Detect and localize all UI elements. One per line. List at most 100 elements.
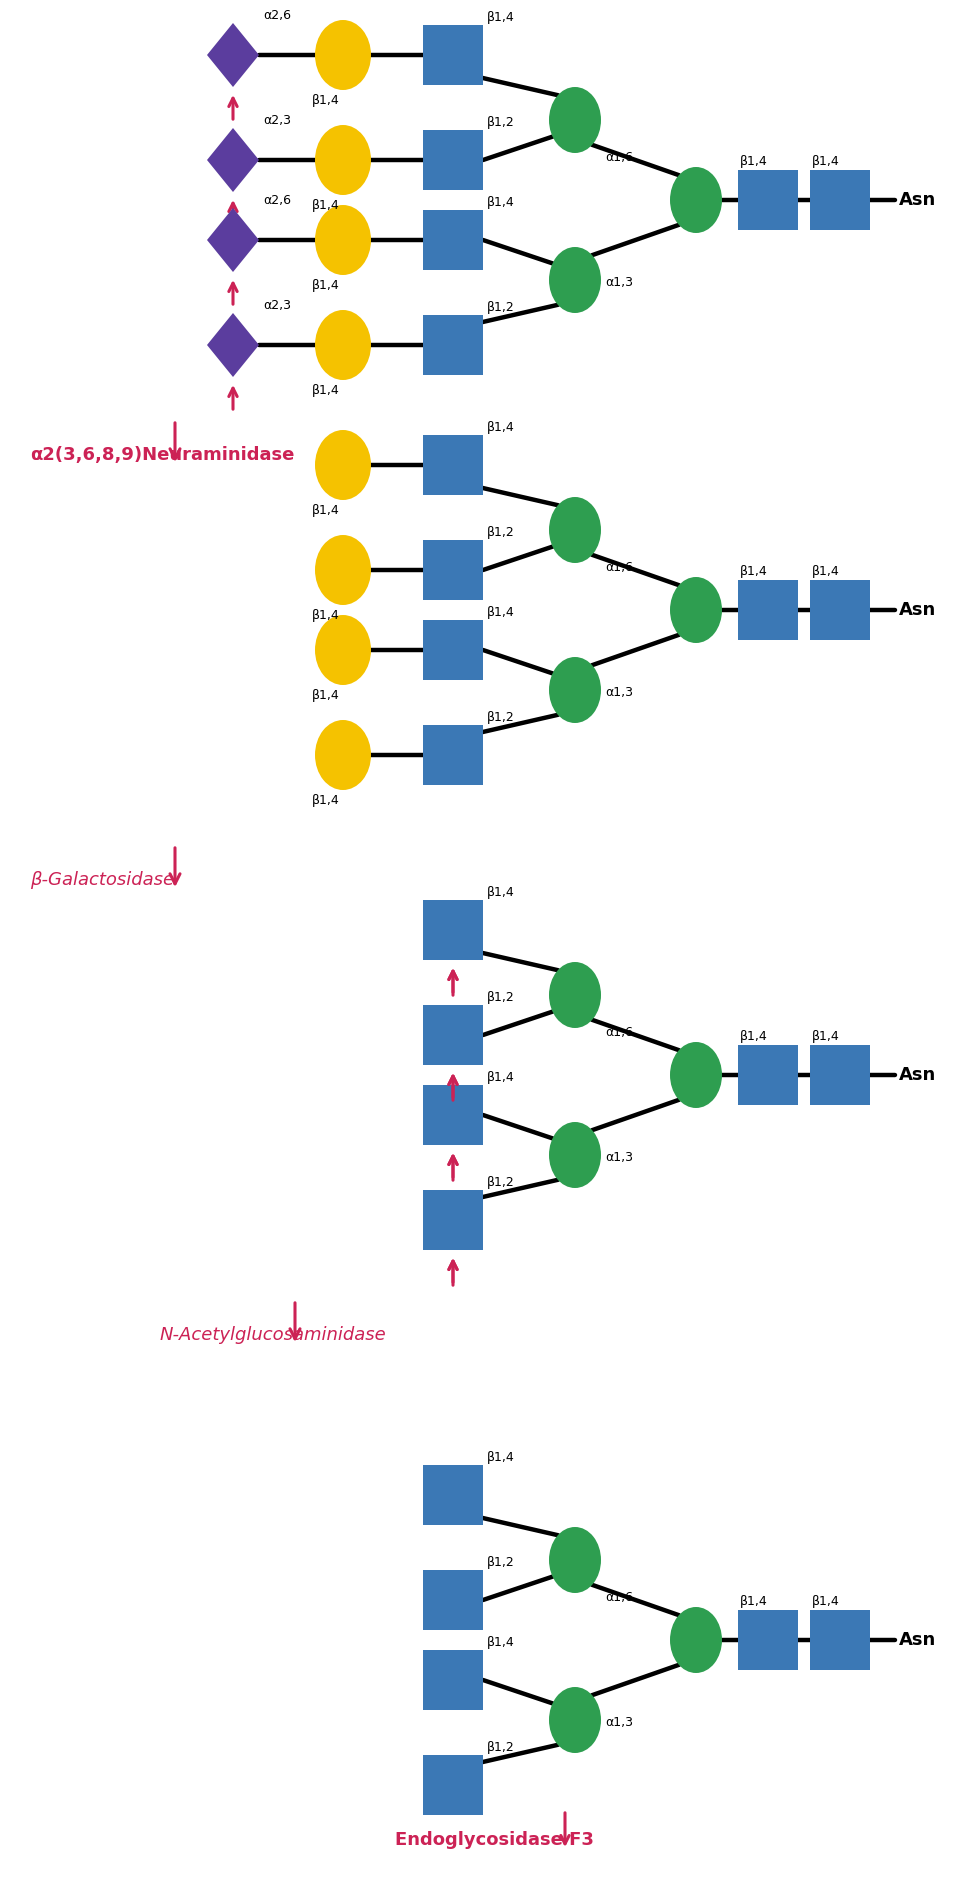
Text: β1,4: β1,4 xyxy=(312,278,340,291)
Ellipse shape xyxy=(315,430,371,500)
Text: α2(3,6,8,9)Neuraminidase: α2(3,6,8,9)Neuraminidase xyxy=(30,445,295,464)
Text: Asn: Asn xyxy=(899,1630,936,1649)
Bar xyxy=(738,1609,798,1670)
Bar xyxy=(810,580,870,640)
Ellipse shape xyxy=(549,657,601,723)
Text: β1,2: β1,2 xyxy=(487,1555,515,1568)
Text: α2,6: α2,6 xyxy=(263,9,291,21)
Polygon shape xyxy=(207,208,259,272)
Bar xyxy=(423,1570,483,1630)
Text: β1,4: β1,4 xyxy=(740,1029,768,1042)
Text: α2,3: α2,3 xyxy=(263,299,291,312)
Polygon shape xyxy=(207,23,259,86)
Bar xyxy=(423,1085,483,1146)
Bar xyxy=(423,1465,483,1525)
Bar xyxy=(738,171,798,229)
Text: β1,4: β1,4 xyxy=(312,383,340,396)
Bar xyxy=(423,436,483,496)
Text: β1,4: β1,4 xyxy=(487,1070,515,1084)
Ellipse shape xyxy=(549,962,601,1027)
Bar xyxy=(423,24,483,85)
Text: β1,4: β1,4 xyxy=(312,794,340,806)
Bar xyxy=(738,1044,798,1104)
Ellipse shape xyxy=(670,1042,722,1108)
Ellipse shape xyxy=(315,535,371,605)
Text: β1,4: β1,4 xyxy=(312,608,340,622)
Text: Endoglycosidase F3: Endoglycosidase F3 xyxy=(395,1831,594,1850)
Bar xyxy=(738,580,798,640)
Ellipse shape xyxy=(549,1686,601,1752)
Polygon shape xyxy=(207,314,259,377)
Text: β1,4: β1,4 xyxy=(312,199,340,212)
Bar xyxy=(423,620,483,680)
Text: β-Galactosidase: β-Galactosidase xyxy=(30,871,174,888)
Bar xyxy=(810,1609,870,1670)
Text: β1,4: β1,4 xyxy=(740,154,768,167)
Bar xyxy=(423,541,483,599)
Text: β1,2: β1,2 xyxy=(487,300,515,314)
Text: β1,4: β1,4 xyxy=(312,503,340,516)
Text: β1,2: β1,2 xyxy=(487,1176,515,1189)
Bar xyxy=(423,1191,483,1251)
Bar xyxy=(423,900,483,960)
Text: α2,3: α2,3 xyxy=(263,113,291,126)
Text: β1,2: β1,2 xyxy=(487,1741,515,1754)
Text: β1,4: β1,4 xyxy=(740,1594,768,1608)
Text: α1,6: α1,6 xyxy=(605,1591,633,1604)
Text: β1,4: β1,4 xyxy=(487,1636,515,1649)
Ellipse shape xyxy=(670,1608,722,1673)
Text: α1,6: α1,6 xyxy=(605,150,633,163)
Ellipse shape xyxy=(549,498,601,563)
Bar xyxy=(423,725,483,785)
Bar xyxy=(423,316,483,376)
Ellipse shape xyxy=(549,1527,601,1593)
Ellipse shape xyxy=(549,1121,601,1189)
Text: β1,2: β1,2 xyxy=(487,710,515,723)
Text: β1,4: β1,4 xyxy=(812,1594,840,1608)
Text: α1,3: α1,3 xyxy=(605,1151,633,1164)
Polygon shape xyxy=(207,128,259,192)
Text: Asn: Asn xyxy=(899,1067,936,1084)
Bar xyxy=(423,210,483,270)
Ellipse shape xyxy=(549,248,601,314)
Text: β1,2: β1,2 xyxy=(487,116,515,128)
Bar xyxy=(810,171,870,229)
Text: α1,6: α1,6 xyxy=(605,560,633,573)
Text: β1,4: β1,4 xyxy=(487,1450,515,1463)
Text: α1,3: α1,3 xyxy=(605,1715,633,1728)
Ellipse shape xyxy=(315,21,371,90)
Text: β1,4: β1,4 xyxy=(812,565,840,578)
Text: β1,4: β1,4 xyxy=(487,11,515,24)
Text: β1,4: β1,4 xyxy=(740,565,768,578)
Text: β1,4: β1,4 xyxy=(487,195,515,208)
Ellipse shape xyxy=(315,205,371,274)
Bar xyxy=(423,130,483,190)
Ellipse shape xyxy=(670,577,722,642)
Ellipse shape xyxy=(315,614,371,685)
Text: β1,4: β1,4 xyxy=(487,605,515,618)
Bar xyxy=(423,1651,483,1711)
Text: β1,2: β1,2 xyxy=(487,990,515,1003)
Text: α1,3: α1,3 xyxy=(605,685,633,699)
Text: α1,6: α1,6 xyxy=(605,1025,633,1039)
Text: β1,2: β1,2 xyxy=(487,526,515,539)
Text: β1,4: β1,4 xyxy=(812,154,840,167)
Bar xyxy=(810,1044,870,1104)
Ellipse shape xyxy=(549,86,601,152)
Ellipse shape xyxy=(315,126,371,195)
Ellipse shape xyxy=(315,310,371,379)
Text: N-Acetylglucosaminidase: N-Acetylglucosaminidase xyxy=(160,1326,387,1345)
Ellipse shape xyxy=(670,167,722,233)
Text: α1,3: α1,3 xyxy=(605,276,633,289)
Text: β1,4: β1,4 xyxy=(487,421,515,434)
Bar xyxy=(423,1005,483,1065)
Text: β1,4: β1,4 xyxy=(312,94,340,107)
Bar xyxy=(423,1756,483,1814)
Text: β1,4: β1,4 xyxy=(312,689,340,702)
Text: α2,6: α2,6 xyxy=(263,193,291,207)
Ellipse shape xyxy=(315,719,371,791)
Text: Asn: Asn xyxy=(899,192,936,208)
Text: β1,4: β1,4 xyxy=(487,886,515,898)
Text: β1,4: β1,4 xyxy=(812,1029,840,1042)
Text: Asn: Asn xyxy=(899,601,936,620)
